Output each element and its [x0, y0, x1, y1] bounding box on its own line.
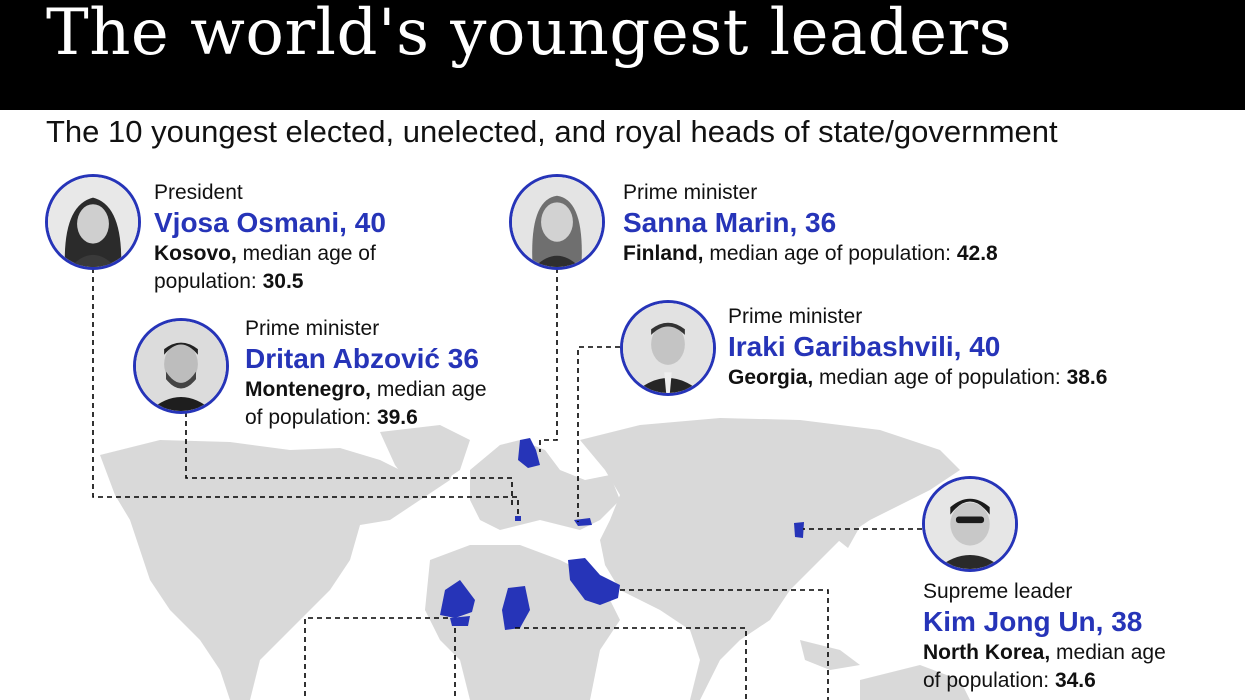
- line-abazovic: [185, 412, 513, 508]
- median-age: 34.6: [1054, 669, 1096, 692]
- leader-country: North Korea,: [923, 641, 1051, 664]
- georgia-shape: [574, 518, 592, 526]
- portrait-man-icon: [623, 303, 713, 393]
- leader-country: Georgia,: [728, 366, 814, 389]
- leader-info: Finland, median age of population: 42.8: [623, 240, 998, 268]
- median-age: 42.8: [956, 242, 998, 265]
- portrait-man-icon: [136, 321, 226, 411]
- median-label: median age of: [236, 242, 376, 265]
- north-america: [100, 440, 460, 700]
- line-mali-a: [304, 617, 448, 700]
- median-label: median age of population:: [813, 366, 1067, 389]
- north-korea-shape: [794, 522, 804, 538]
- leader-role: Prime minister: [245, 317, 380, 340]
- median-age: 38.6: [1066, 366, 1108, 389]
- median-label: median age: [1050, 641, 1166, 664]
- burkina-shape: [450, 616, 470, 626]
- leader-info-line2: of population: 39.6: [245, 404, 487, 432]
- leader-card-kim: Supreme leader Kim Jong Un, 38 North Kor…: [923, 579, 1166, 695]
- avatar-marin: [509, 174, 605, 270]
- kosovo-shape: [515, 516, 521, 521]
- leader-name: Kim Jong Un, 38: [923, 606, 1143, 637]
- header-bar: [0, 0, 1245, 110]
- leader-card-garibashvili: Prime minister Iraki Garibashvili, 40 Ge…: [728, 304, 1107, 392]
- australia: [860, 665, 970, 700]
- avatar-kim: [922, 476, 1018, 572]
- leader-info-line2: population: 30.5: [154, 268, 386, 296]
- finland-shape: [518, 438, 540, 468]
- portrait-woman-icon: [512, 177, 602, 267]
- leader-country: Finland,: [623, 242, 704, 265]
- europe: [470, 440, 620, 530]
- asia: [580, 418, 960, 700]
- leader-card-abazovic: Prime minister Dritan Abzović 36 Montene…: [245, 316, 487, 432]
- line-saudi: [620, 589, 829, 700]
- line-marin: [539, 268, 558, 452]
- portrait-man-icon: [925, 479, 1015, 569]
- leader-info: Kosovo, median age of: [154, 240, 386, 268]
- mali-shape: [440, 580, 475, 618]
- line-garibashvili: [577, 346, 620, 522]
- leader-role: Supreme leader: [923, 580, 1073, 603]
- leader-country: Montenegro,: [245, 378, 371, 401]
- page-title: The world's youngest leaders: [46, 0, 1012, 70]
- median-age: 30.5: [262, 270, 304, 293]
- leader-country: Kosovo,: [154, 242, 237, 265]
- leader-info-line2: of population: 34.6: [923, 667, 1166, 695]
- leader-info: Montenegro, median age: [245, 376, 487, 404]
- leader-card-marin: Prime minister Sanna Marin, 36 Finland, …: [623, 180, 998, 268]
- line-osmani: [92, 268, 519, 518]
- median-label: median age of population:: [703, 242, 957, 265]
- leader-role: President: [154, 181, 243, 204]
- connector-lines: [92, 268, 922, 700]
- median-label-2: population:: [154, 270, 263, 293]
- median-age: 39.6: [376, 406, 418, 429]
- median-label-2: of population:: [923, 669, 1055, 692]
- leader-card-osmani: President Vjosa Osmani, 40 Kosovo, media…: [154, 180, 386, 296]
- leader-name: Dritan Abzović 36: [245, 343, 479, 374]
- avatar-abazovic: [133, 318, 229, 414]
- leader-info: Georgia, median age of population: 38.6: [728, 364, 1107, 392]
- saudi-arabia-shape: [568, 558, 620, 605]
- avatar-osmani: [45, 174, 141, 270]
- median-label-2: of population:: [245, 406, 377, 429]
- leader-name: Sanna Marin, 36: [623, 207, 837, 238]
- leader-name: Vjosa Osmani, 40: [154, 207, 386, 238]
- avatar-garibashvili: [620, 300, 716, 396]
- highlighted-countries: [440, 438, 804, 630]
- leader-info: North Korea, median age: [923, 639, 1166, 667]
- greenland: [380, 425, 470, 490]
- chad-shape: [502, 586, 530, 630]
- portrait-woman-icon: [48, 177, 138, 267]
- se-asia-islands: [800, 640, 860, 670]
- leader-name: Iraki Garibashvili, 40: [728, 331, 1001, 362]
- leader-role: Prime minister: [728, 305, 863, 328]
- leader-role: Prime minister: [623, 181, 758, 204]
- line-chad: [515, 627, 747, 700]
- median-label: median age: [371, 378, 487, 401]
- page-subtitle: The 10 youngest elected, unelected, and …: [46, 114, 1058, 149]
